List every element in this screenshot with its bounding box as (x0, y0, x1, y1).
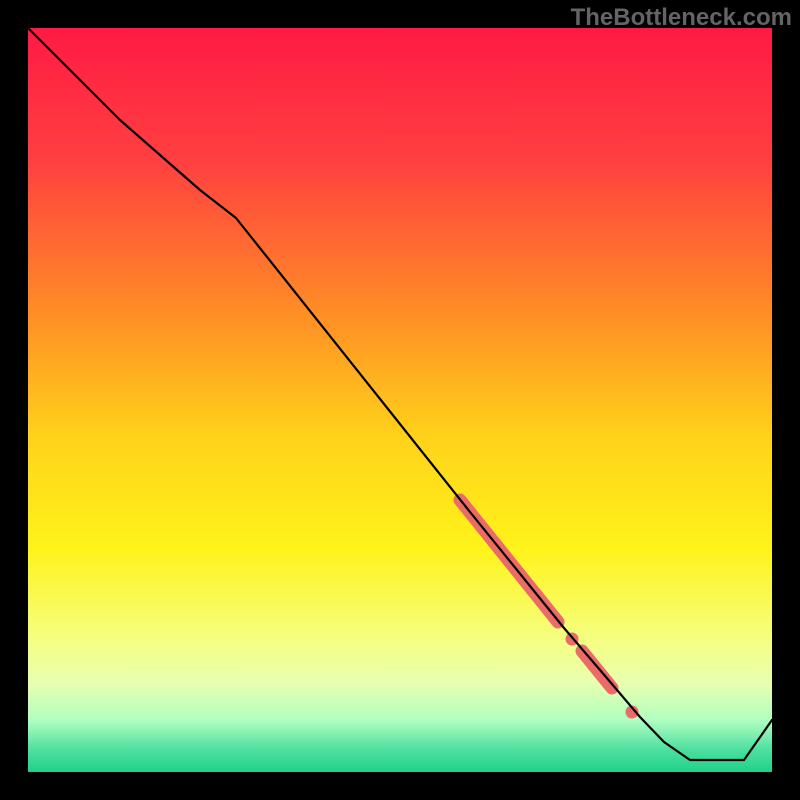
chart-container: TheBottleneck.com (0, 0, 800, 800)
gradient-background (28, 28, 772, 772)
bottleneck-chart (0, 0, 800, 800)
watermark-text: TheBottleneck.com (571, 4, 792, 32)
